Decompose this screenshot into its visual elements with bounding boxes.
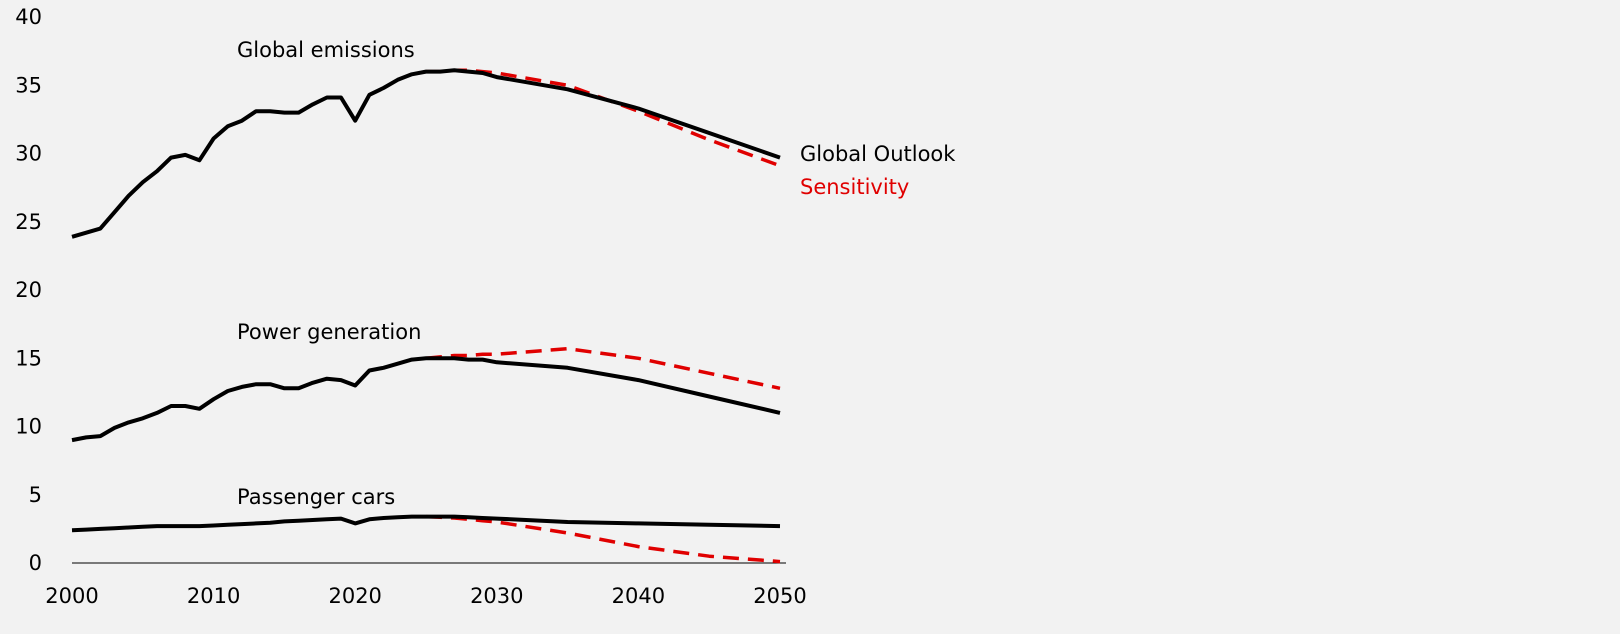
annotation-global-emissions: Global emissions [237, 38, 415, 62]
x-tick-label: 2010 [187, 584, 240, 608]
y-tick-label: 35 [15, 73, 42, 97]
legend-sensitivity: Sensitivity [800, 175, 909, 199]
legend-global-outlook: Global Outlook [800, 142, 956, 166]
x-tick-label: 2000 [45, 584, 98, 608]
outlook-line-passenger-cars [71, 514, 781, 533]
sensitivity-line-power-generation [425, 346, 781, 391]
y-tick-label: 20 [15, 278, 42, 302]
x-tick-label: 2020 [328, 584, 381, 608]
y-tick-label: 0 [29, 551, 42, 575]
outlook-line-power-generation [71, 356, 781, 443]
x-tick-label: 2030 [470, 584, 523, 608]
y-tick-label: 15 [15, 346, 42, 370]
sensitivity-line-global-emissions [426, 68, 781, 168]
x-tick-label: 2050 [753, 584, 806, 608]
series-lines [71, 68, 781, 564]
annotation-power-generation: Power generation [237, 320, 421, 344]
y-axis: 0 5 10 15 20 25 30 35 40 [15, 5, 42, 575]
y-tick-label: 10 [15, 415, 42, 439]
y-tick-label: 25 [15, 210, 42, 234]
y-tick-label: 40 [15, 5, 42, 29]
sensitivity-line-passenger-cars [425, 514, 781, 564]
y-tick-label: 30 [15, 142, 42, 166]
y-tick-label: 5 [29, 483, 42, 507]
x-axis: 2000 2010 2020 2030 2040 2050 [45, 562, 807, 608]
outlook-line-global-emissions [71, 68, 781, 239]
annotation-passenger-cars: Passenger cars [237, 485, 395, 509]
x-tick-label: 2040 [612, 584, 665, 608]
